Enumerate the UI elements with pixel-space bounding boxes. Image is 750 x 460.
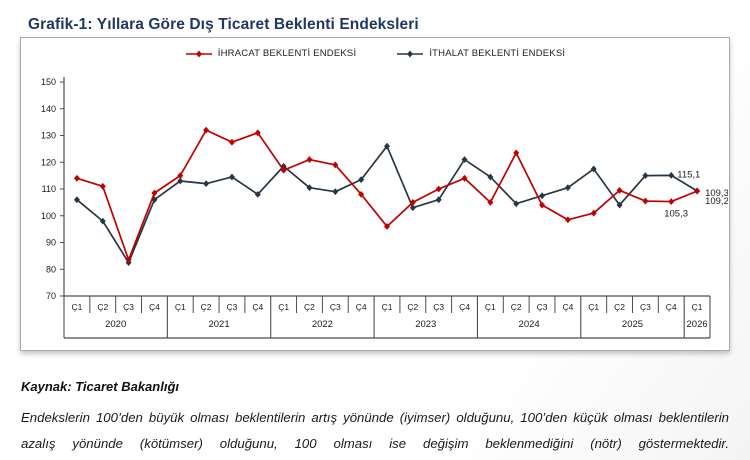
- svg-text:Ç2: Ç2: [614, 302, 625, 312]
- svg-text:115,1: 115,1: [677, 169, 700, 180]
- svg-text:80: 80: [46, 264, 56, 274]
- svg-text:Ç4: Ç4: [459, 302, 470, 312]
- line-marker-icon: [397, 50, 424, 57]
- line-marker-icon: [185, 50, 212, 57]
- svg-text:Ç2: Ç2: [304, 302, 315, 312]
- svg-text:Ç2: Ç2: [97, 302, 108, 312]
- svg-text:Ç1: Ç1: [485, 302, 496, 312]
- svg-text:105,3: 105,3: [664, 209, 688, 220]
- svg-text:Ç3: Ç3: [537, 302, 548, 312]
- svg-text:Ç3: Ç3: [227, 302, 238, 312]
- svg-text:Ç3: Ç3: [123, 302, 134, 312]
- legend-label-ihracat: İHRACAT BEKLENTİ ENDEKSİ: [217, 48, 357, 59]
- svg-text:Ç1: Ç1: [278, 302, 289, 312]
- svg-text:109,2: 109,2: [705, 196, 728, 207]
- svg-text:Ç1: Ç1: [692, 302, 703, 312]
- svg-text:2021: 2021: [208, 319, 229, 330]
- svg-text:2023: 2023: [415, 319, 436, 330]
- svg-text:Ç3: Ç3: [433, 302, 444, 312]
- svg-text:2022: 2022: [312, 319, 333, 330]
- line-chart: 70 80 90 100 110 120 130 140 150 Ç1 Ç2 Ç3 Ç4 2020 Ç1 Ç2…: [41, 77, 728, 339]
- svg-text:Ç4: Ç4: [252, 302, 263, 312]
- svg-text:Ç1: Ç1: [588, 302, 599, 312]
- chart-legend: İHRACAT BEKLENTİ ENDEKSİ İTHALAT BEKLENT…: [21, 48, 729, 59]
- svg-text:Ç1: Ç1: [382, 302, 393, 312]
- svg-text:Ç2: Ç2: [511, 302, 522, 312]
- svg-text:Ç4: Ç4: [562, 302, 573, 312]
- data-labels: 115,1 109,3 105,3 109,2: [664, 169, 728, 219]
- svg-text:2024: 2024: [519, 319, 540, 330]
- footnote: Endekslerin 100’den büyük olması beklent…: [21, 410, 729, 452]
- y-axis: 70 80 90 100 110 120 130 140 150: [41, 77, 65, 301]
- legend-item-ithalat: İTHALAT BEKLENTİ ENDEKSİ: [396, 48, 565, 59]
- svg-text:2020: 2020: [105, 319, 126, 330]
- svg-text:Ç4: Ç4: [356, 302, 367, 312]
- svg-text:Ç3: Ç3: [330, 302, 341, 312]
- legend-item-ihracat: İHRACAT BEKLENTİ ENDEKSİ: [185, 48, 357, 59]
- legend-label-ithalat: İTHALAT BEKLENTİ ENDEKSİ: [429, 48, 566, 59]
- source-note: Kaynak: Ticaret Bakanlığı: [21, 379, 179, 394]
- svg-text:Ç4: Ç4: [149, 302, 160, 312]
- svg-text:Ç3: Ç3: [640, 302, 651, 312]
- svg-text:Ç2: Ç2: [407, 302, 418, 312]
- svg-text:120: 120: [41, 157, 56, 167]
- svg-text:150: 150: [41, 77, 56, 87]
- svg-text:Ç1: Ç1: [71, 302, 82, 312]
- svg-text:140: 140: [41, 104, 56, 114]
- svg-text:109,3: 109,3: [705, 188, 728, 199]
- chart-panel: İHRACAT BEKLENTİ ENDEKSİ İTHALAT BEKLENT…: [20, 37, 730, 351]
- svg-text:2026: 2026: [687, 319, 708, 330]
- x-axis-table: Ç1 Ç2 Ç3 Ç4 2020 Ç1 Ç2 Ç3 Ç4 2021 Ç1 Ç2 Ç3 Ç4 2022 Ç1 Ç2…: [63, 295, 711, 339]
- svg-text:110: 110: [42, 184, 56, 194]
- page-title: Grafik-1: Yıllara Göre Dış Ticaret Bekle…: [28, 16, 419, 34]
- svg-text:Ç2: Ç2: [201, 302, 212, 312]
- svg-text:100: 100: [41, 211, 56, 221]
- series-ithalat: [73, 142, 701, 266]
- svg-text:Ç1: Ç1: [175, 302, 186, 312]
- svg-text:2025: 2025: [622, 319, 643, 330]
- svg-text:90: 90: [46, 238, 56, 248]
- svg-text:70: 70: [46, 291, 56, 301]
- svg-text:Ç4: Ç4: [666, 302, 677, 312]
- svg-text:130: 130: [41, 131, 56, 141]
